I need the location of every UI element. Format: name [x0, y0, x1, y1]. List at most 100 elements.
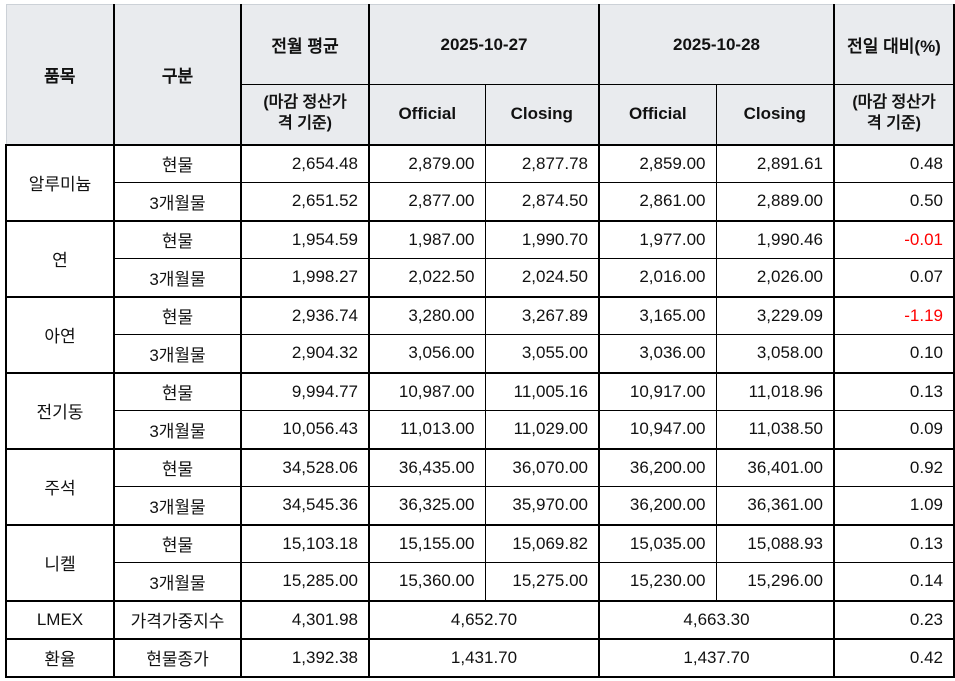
- table-row: LMEX 가격가중지수 4,301.98 4,652.70 4,663.30 0…: [5, 599, 955, 639]
- prev-avg-cell: 1,954.59: [240, 219, 370, 259]
- closing-cell: 1,990.46: [715, 219, 835, 259]
- header-closing-1: Closing: [484, 84, 600, 146]
- prev-avg-cell: 4,301.98: [240, 599, 370, 639]
- item-cell: 아연: [5, 295, 115, 373]
- header-day-change: 전일 대비(%): [833, 4, 955, 85]
- official-cell: 3,036.00: [598, 334, 717, 373]
- official-cell: 36,435.00: [368, 447, 486, 487]
- closing-cell: 1,990.70: [484, 219, 600, 259]
- prev-avg-cell: 15,285.00: [240, 562, 370, 601]
- closing-cell: 15,296.00: [715, 562, 835, 601]
- header-row-1: 품목 구분 전월 평균 2025-10-27 2025-10-28 전일 대비(…: [5, 4, 955, 146]
- closing-cell: 11,005.16: [484, 371, 600, 411]
- official-cell: 1,987.00: [368, 219, 486, 259]
- closing-cell: 2,877.78: [484, 143, 600, 183]
- header-item: 품목: [5, 4, 115, 146]
- closing-cell: 2,891.61: [715, 143, 835, 183]
- official-cell: 36,200.00: [598, 486, 717, 525]
- change-cell: 0.23: [833, 599, 955, 639]
- official-cell: 3,056.00: [368, 334, 486, 373]
- prev-avg-cell: 2,936.74: [240, 295, 370, 335]
- category-cell: 현물: [113, 219, 242, 259]
- official-cell: 2,016.00: [598, 258, 717, 297]
- official-cell: 15,230.00: [598, 562, 717, 601]
- header-date-1: 2025-10-27: [368, 4, 600, 85]
- change-cell: -0.01: [833, 219, 955, 259]
- category-cell: 가격가중지수: [113, 599, 242, 639]
- header-row-2: (마감 정산가 격 기준) Official Closing Official …: [6, 84, 955, 146]
- item-cell: LMEX: [5, 599, 115, 639]
- official-cell: 1,977.00: [598, 219, 717, 259]
- closing-cell: 35,970.00: [484, 486, 600, 525]
- closing-cell: 3,229.09: [715, 295, 835, 335]
- official-cell: 3,280.00: [368, 295, 486, 335]
- category-cell: 현물: [113, 371, 242, 411]
- official-cell: 15,035.00: [598, 523, 717, 563]
- table-row: 알루미늄 현물 2,654.48 2,879.00 2,877.78 2,859…: [5, 143, 955, 221]
- closing-cell: 15,088.93: [715, 523, 835, 563]
- header-date-2: 2025-10-28: [598, 4, 835, 85]
- closing-cell: 3,058.00: [715, 334, 835, 373]
- table-row: 전기동 현물 9,994.77 10,987.00 11,005.16 10,9…: [5, 371, 955, 449]
- closing-cell: 36,070.00: [484, 447, 600, 487]
- category-cell: 3개월물: [113, 258, 242, 297]
- change-cell: 1.09: [833, 486, 955, 525]
- prev-avg-cell: 10,056.43: [240, 410, 370, 449]
- header-category: 구분: [113, 4, 242, 146]
- closing-cell: 2,889.00: [715, 182, 835, 221]
- official-cell: 2,877.00: [368, 182, 486, 221]
- category-cell: 3개월물: [113, 334, 242, 373]
- closing-cell: 11,018.96: [715, 371, 835, 411]
- item-cell: 전기동: [5, 371, 115, 449]
- prev-avg-cell: 15,103.18: [240, 523, 370, 563]
- closing-cell: 3,055.00: [484, 334, 600, 373]
- table-row: 주석 현물 34,528.06 36,435.00 36,070.00 36,2…: [5, 447, 955, 525]
- official-cell: 2,859.00: [598, 143, 717, 183]
- date2-merged-cell: 4,663.30: [598, 599, 835, 639]
- change-cell: 0.50: [833, 182, 955, 221]
- closing-cell: 3,267.89: [484, 295, 600, 335]
- change-cell: 0.09: [833, 410, 955, 449]
- official-cell: 11,013.00: [368, 410, 486, 449]
- closing-cell: 15,275.00: [484, 562, 600, 601]
- table-header: 품목 구분 전월 평균 2025-10-27 2025-10-28 전일 대비(…: [5, 4, 955, 146]
- closing-cell: 36,361.00: [715, 486, 835, 525]
- category-cell: 3개월물: [113, 410, 242, 449]
- official-cell: 2,861.00: [598, 182, 717, 221]
- category-cell: 3개월물: [113, 182, 242, 221]
- category-cell: 현물: [113, 447, 242, 487]
- date1-merged-cell: 4,652.70: [368, 599, 600, 639]
- lme-price-table: 품목 구분 전월 평균 2025-10-27 2025-10-28 전일 대비(…: [5, 4, 955, 678]
- official-cell: 10,947.00: [598, 410, 717, 449]
- closing-cell: 2,026.00: [715, 258, 835, 297]
- table-row: 연 현물 1,954.59 1,987.00 1,990.70 1,977.00…: [5, 219, 955, 297]
- item-cell: 주석: [5, 447, 115, 525]
- table-row: 3개월물 10,056.43 11,013.00 11,029.00 10,94…: [6, 410, 955, 449]
- header-prev-avg: 전월 평균: [240, 4, 370, 85]
- item-cell: 니켈: [5, 523, 115, 601]
- change-cell: 0.13: [833, 371, 955, 411]
- change-cell: 0.48: [833, 143, 955, 183]
- official-cell: 15,360.00: [368, 562, 486, 601]
- table-row: 3개월물 15,285.00 15,360.00 15,275.00 15,23…: [6, 562, 955, 601]
- category-cell: 현물: [113, 523, 242, 563]
- official-cell: 10,917.00: [598, 371, 717, 411]
- prev-avg-cell: 2,904.32: [240, 334, 370, 373]
- official-cell: 2,879.00: [368, 143, 486, 183]
- closing-cell: 2,024.50: [484, 258, 600, 297]
- closing-cell: 11,038.50: [715, 410, 835, 449]
- prev-avg-cell: 9,994.77: [240, 371, 370, 411]
- item-cell: 연: [5, 219, 115, 297]
- change-cell: 0.14: [833, 562, 955, 601]
- date1-merged-cell: 1,431.70: [368, 637, 600, 678]
- prev-avg-cell: 2,654.48: [240, 143, 370, 183]
- closing-cell: 11,029.00: [484, 410, 600, 449]
- official-cell: 2,022.50: [368, 258, 486, 297]
- table-row: 3개월물 2,651.52 2,877.00 2,874.50 2,861.00…: [6, 182, 955, 221]
- official-cell: 36,325.00: [368, 486, 486, 525]
- header-day-change-note: (마감 정산가 격 기준): [833, 84, 955, 146]
- closing-cell: 2,874.50: [484, 182, 600, 221]
- prev-avg-cell: 2,651.52: [240, 182, 370, 221]
- table-row: 3개월물 34,545.36 36,325.00 35,970.00 36,20…: [6, 486, 955, 525]
- change-cell: 0.92: [833, 447, 955, 487]
